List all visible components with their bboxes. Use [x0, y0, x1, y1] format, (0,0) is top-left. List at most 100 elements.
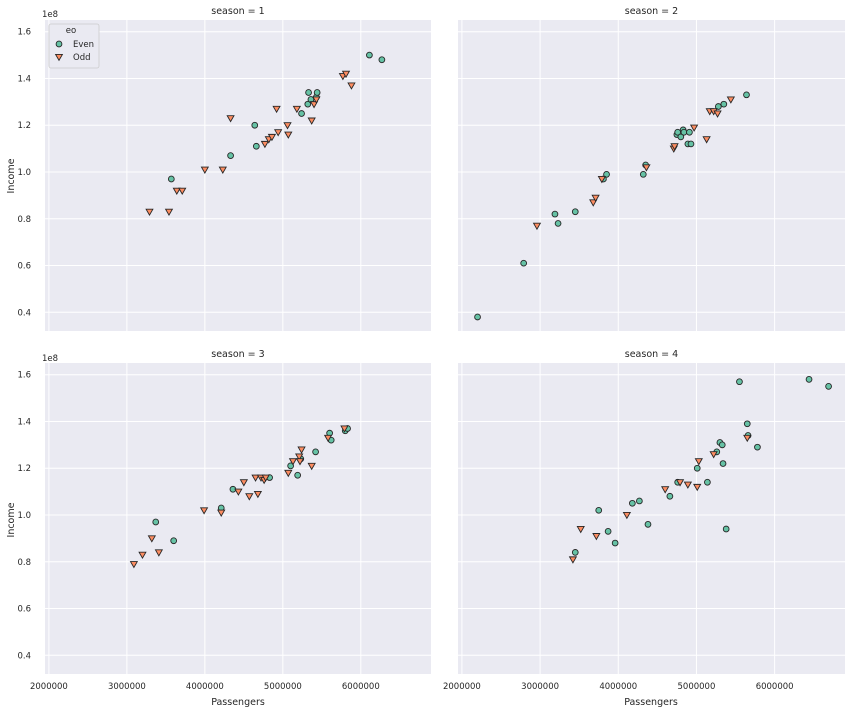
panel-title: season = 2: [625, 6, 678, 17]
y-tick-label: 0.4: [17, 308, 31, 318]
point-even: [722, 525, 730, 533]
point-even: [227, 152, 234, 159]
point-even: [595, 506, 603, 514]
point-odd: [245, 493, 254, 501]
point-odd: [154, 549, 164, 557]
y-tick-label: 1.0: [17, 168, 31, 178]
x-tick-label: 6000000: [756, 682, 794, 692]
point-even: [693, 464, 701, 472]
point-even: [611, 539, 619, 547]
point-odd: [129, 561, 139, 569]
point-even: [287, 462, 294, 470]
point-even: [298, 110, 305, 117]
point-odd: [164, 208, 174, 217]
legend-label-even: Even: [73, 40, 94, 50]
y-tick-label: 1.2: [17, 121, 31, 131]
point-even: [680, 128, 688, 136]
point-odd: [743, 434, 752, 443]
panel-title: season = 4: [625, 349, 678, 360]
point-even: [636, 497, 643, 505]
point-odd: [694, 458, 703, 466]
point-even: [604, 528, 612, 535]
point-even: [686, 128, 693, 136]
point-odd: [217, 509, 226, 517]
point-even: [152, 518, 160, 526]
x-tick-label: 2000000: [443, 682, 481, 692]
point-odd: [272, 105, 281, 114]
point-even: [474, 313, 481, 321]
y-tick-label: 1.0: [17, 511, 31, 521]
point-odd: [260, 140, 270, 149]
x-tick-label: 3000000: [521, 682, 559, 692]
panel-background: [458, 363, 845, 674]
point-even: [704, 478, 711, 486]
point-odd: [532, 222, 542, 231]
point-even: [603, 170, 610, 178]
panel-background: [45, 20, 431, 331]
point-even: [754, 443, 761, 451]
facet-panel-3: season = 3 0.4 0.6 0.8 1.0 1.2 1.4 1.6 2000000 30…: [17, 349, 431, 692]
legend-box: [48, 23, 100, 69]
legend-marker-even: [55, 40, 63, 48]
point-even: [644, 520, 652, 528]
panel-background: [458, 20, 845, 331]
point-odd: [283, 122, 292, 130]
panels-layer: season = 1 0.4 0.6 0.8 1.0 1.2 1.4 1.6 eo Even Odd…: [17, 6, 845, 692]
y-axis-label-top: Income: [6, 158, 17, 193]
y-tick-label: 1.4: [17, 417, 31, 427]
panel-title: season = 3: [211, 349, 264, 360]
point-even: [251, 121, 259, 129]
point-odd: [576, 526, 585, 534]
point-odd: [307, 462, 316, 471]
point-even: [170, 537, 178, 545]
y-tick-label: 1.6: [17, 371, 31, 381]
point-odd: [340, 425, 349, 433]
point-even: [628, 499, 636, 507]
point-odd: [253, 490, 263, 499]
facet-panel-2: season = 2: [458, 6, 845, 331]
point-odd: [292, 105, 302, 114]
point-even: [743, 91, 750, 99]
point-even: [252, 142, 260, 150]
y-tick-label: 0.8: [17, 215, 31, 225]
y-tick-label: 1.6: [17, 28, 31, 38]
point-odd: [295, 458, 305, 466]
point-even: [677, 133, 685, 141]
point-odd: [307, 117, 316, 125]
point-odd: [284, 131, 293, 139]
point-odd: [693, 483, 702, 492]
point-odd: [147, 535, 157, 543]
panel-background: [45, 363, 431, 674]
y-tick-label: 0.6: [17, 605, 31, 615]
point-odd: [226, 115, 235, 123]
point-odd: [347, 82, 356, 90]
point-even: [571, 208, 579, 216]
point-odd: [239, 479, 249, 487]
y-tick-label: 1.4: [17, 74, 31, 84]
legend-marker-odd: [54, 54, 64, 62]
point-odd: [199, 507, 209, 515]
facet-panel-4: season = 4 2000000 3000000 4000000 5000000 60…: [443, 349, 845, 692]
point-odd: [218, 166, 227, 174]
point-even: [666, 492, 674, 500]
point-odd: [597, 176, 607, 184]
point-odd: [172, 187, 181, 196]
point-even: [294, 471, 302, 479]
point-odd: [683, 481, 693, 489]
point-odd: [568, 556, 578, 564]
x-axis-label-left: Passengers: [211, 697, 265, 708]
point-even: [639, 170, 647, 178]
x-tick-label: 5000000: [678, 682, 716, 692]
point-odd: [273, 129, 283, 137]
y-offset-label-bottom: 1e8: [42, 354, 58, 364]
point-even: [718, 441, 726, 449]
point-even: [720, 100, 728, 108]
point-odd: [261, 474, 270, 482]
legend: eo Even Odd: [48, 23, 100, 69]
point-odd: [591, 194, 600, 203]
point-odd: [341, 70, 351, 79]
point-odd: [295, 453, 304, 461]
y-tick-label: 0.8: [17, 558, 31, 568]
point-even: [825, 383, 832, 390]
point-even: [304, 100, 312, 108]
